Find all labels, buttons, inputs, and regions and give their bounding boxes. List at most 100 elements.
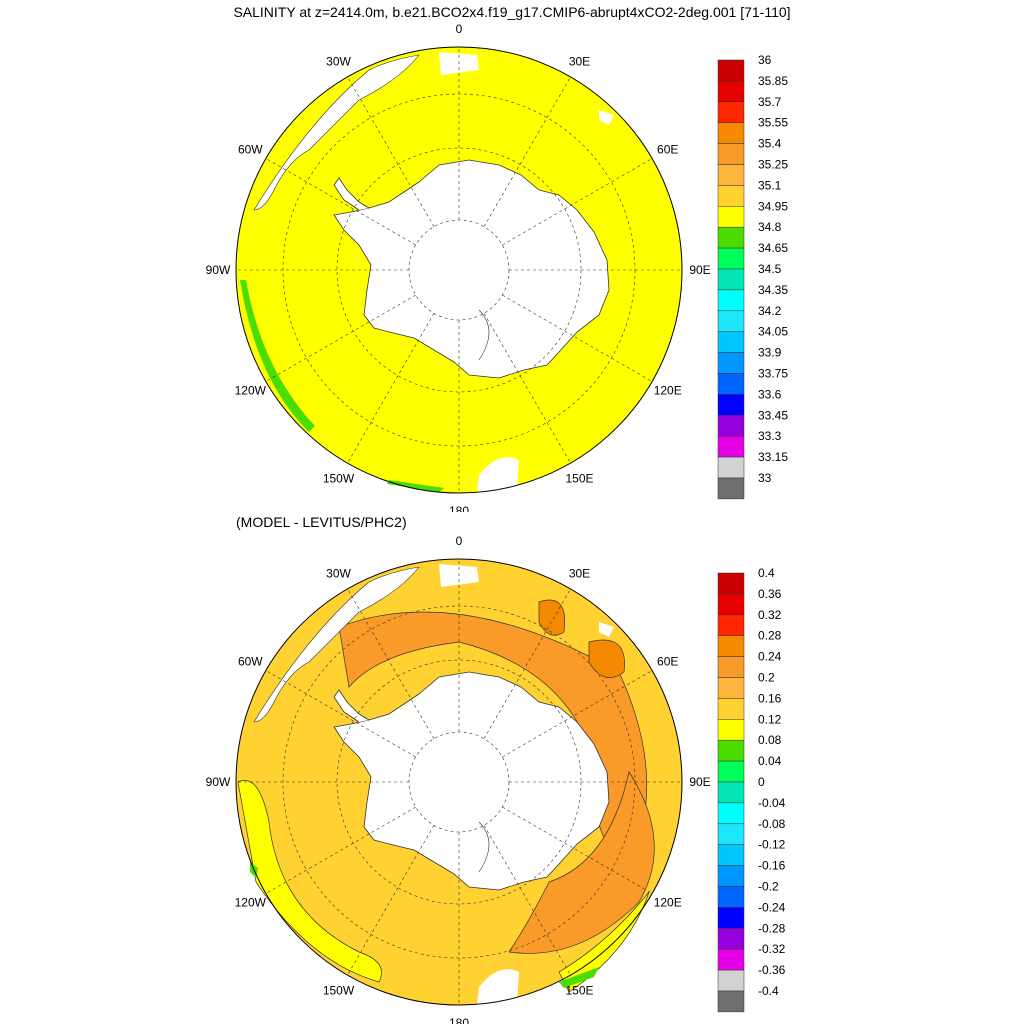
colorbar-tick-label: 34.8 <box>758 220 782 234</box>
meridian-line <box>265 806 416 894</box>
colorbar-tick-label: 0 <box>758 775 765 789</box>
longitude-label: 0 <box>456 534 463 548</box>
colorbar-swatch <box>717 656 745 678</box>
colorbar-tick-label: 0.24 <box>758 650 782 664</box>
colorbar-tick-label: 0.32 <box>758 608 782 622</box>
colorbar-swatch <box>717 635 745 657</box>
meridian-line <box>483 825 571 976</box>
colorbar-swatch <box>717 164 745 186</box>
meridian-line <box>265 670 416 758</box>
colorbar-tick-label: -0.36 <box>758 963 786 977</box>
colorbar-tick-label: 0.16 <box>758 691 782 705</box>
colorbar-swatch <box>717 969 745 992</box>
colorbar-tick-label: -0.2 <box>758 880 779 894</box>
colorbar-tick-label: 0.08 <box>758 733 782 747</box>
salinity-green-fringe <box>240 280 315 432</box>
colorbar-swatch <box>717 101 745 123</box>
colorbar-swatch <box>717 739 745 762</box>
longitude-label: 60W <box>238 143 263 157</box>
colorbar-tick-label: -0.32 <box>758 942 786 956</box>
longitude-label: 30E <box>569 566 590 580</box>
colorbar-swatch <box>717 886 745 908</box>
colorbar-tick-label: 35.7 <box>758 95 782 109</box>
land-mass <box>477 457 519 493</box>
colorbar-swatch <box>717 865 745 887</box>
colorbar-swatch <box>717 59 745 82</box>
meridian-line <box>265 158 416 246</box>
colorbar-swatch <box>717 80 745 103</box>
colorbar-swatch <box>717 677 745 699</box>
land-mass <box>477 969 519 1005</box>
land-mass <box>253 54 420 211</box>
colorbar-swatch <box>717 698 745 720</box>
colorbar-tick-label: 35.4 <box>758 137 782 151</box>
meridian-line <box>347 76 435 227</box>
colorbar-tick-label: 33.45 <box>758 408 788 422</box>
colorbar-swatch <box>717 456 745 479</box>
antarctica-land <box>333 671 610 891</box>
map-border <box>235 46 683 494</box>
longitude-label: 60W <box>238 655 263 669</box>
colorbar-tick-label: -0.04 <box>758 796 786 810</box>
difference-polar-map: 0 30E 60E 90E 120E 150E 180 150W 120W 90W 60W 30W 0.… <box>206 534 786 1029</box>
longitude-label: 60E <box>657 655 678 669</box>
longitude-label: 30W <box>326 54 351 68</box>
longitude-label: 150E <box>565 472 593 486</box>
colorbar-swatch <box>717 823 745 845</box>
colorbar-swatch <box>717 760 745 783</box>
colorbar-tick-label: 33.15 <box>758 450 788 464</box>
longitude-label: 90E <box>689 263 710 277</box>
colorbar-swatch <box>717 352 745 374</box>
antarctic-peninsula <box>333 689 370 723</box>
longitude-label: 60E <box>657 143 678 157</box>
colorbar-swatch <box>717 310 745 332</box>
longitude-label: 90W <box>206 775 231 789</box>
colorbar-swatch <box>717 844 745 866</box>
meridian-line <box>502 670 653 758</box>
colorbar-tick-label: -0.4 <box>758 984 779 998</box>
colorbar-tick-label: 36 <box>758 53 772 67</box>
colorbar-swatch <box>717 781 745 804</box>
colorbar-tick-label: 34.2 <box>758 304 782 318</box>
difference-subtitle: (MODEL - LEVITUS/PHC2) <box>236 514 407 530</box>
longitude-label: 90W <box>206 263 231 277</box>
colorbar-tick-label: 34.05 <box>758 325 788 339</box>
salinity-polar-map: 0 30E 60E 90E 120E 150E 180 150W 120W 90W 60W 30W 36… <box>206 22 789 518</box>
meridian-line <box>502 806 653 894</box>
ross-ice-shelf-line <box>478 309 490 361</box>
antarctic-peninsula <box>333 177 370 211</box>
colorbar-swatch <box>717 907 745 929</box>
colorbar-tick-label: 33.9 <box>758 346 782 360</box>
longitude-label: 120E <box>654 896 682 910</box>
colorbar-tick-label: -0.08 <box>758 817 786 831</box>
colorbar-tick-label: 34.95 <box>758 199 788 213</box>
colorbar-swatch <box>717 477 745 500</box>
colorbar-tick-label: -0.16 <box>758 859 786 873</box>
longitude-label: 30W <box>326 566 351 580</box>
longitude-label: 180 <box>449 1016 469 1024</box>
colorbar-swatch <box>717 226 745 249</box>
meridian-line <box>502 294 653 382</box>
colorbar-tick-label: 0.04 <box>758 754 782 768</box>
colorbar-tick-label: 0.2 <box>758 671 775 685</box>
colorbar-swatch <box>717 572 745 595</box>
colorbar-swatch <box>717 394 745 416</box>
colorbar-swatch <box>717 373 745 395</box>
longitude-label: 90E <box>689 775 710 789</box>
colorbar-tick-label: 35.1 <box>758 178 782 192</box>
colorbar-swatch <box>717 802 745 825</box>
colorbar-swatch <box>717 185 745 207</box>
meridian-line <box>483 588 571 739</box>
colorbar-tick-label: 0.36 <box>758 587 782 601</box>
colorbar-swatch <box>717 247 745 270</box>
salinity-map-panel: 0 30E 60E 90E 120E 150E 180 150W 120W 90W 60W 30W 36… <box>0 0 1024 518</box>
ross-ice-shelf-line <box>478 821 490 873</box>
colorbar-swatch <box>717 948 745 971</box>
meridian-line <box>483 76 571 227</box>
longitude-label: 150E <box>565 984 593 998</box>
difference-map-panel: 0 30E 60E 90E 120E 150E 180 150W 120W 90W 60W 30W 0.… <box>0 512 1024 1029</box>
colorbar-tick-label: -0.24 <box>758 900 786 914</box>
land-mass <box>599 622 614 637</box>
colorbar-swatch <box>717 928 745 950</box>
meridian-line <box>502 158 653 246</box>
